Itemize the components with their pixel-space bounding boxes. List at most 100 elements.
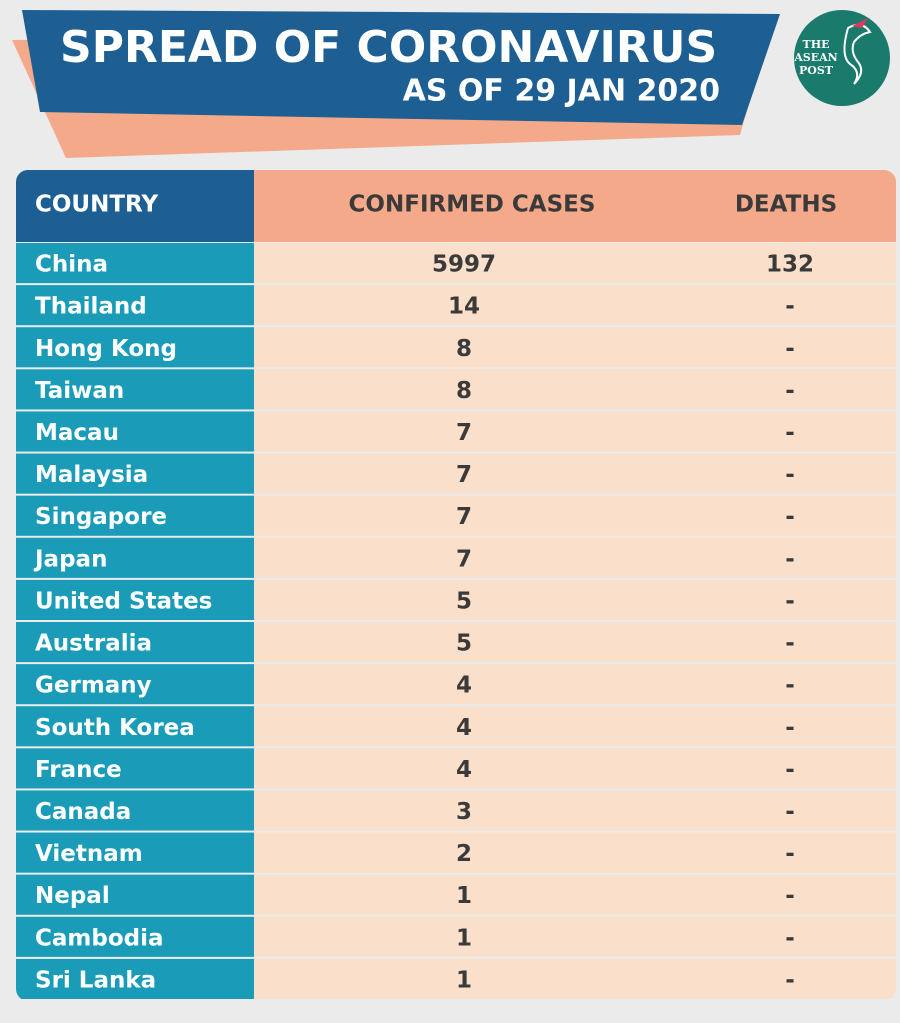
deaths: - [785, 673, 795, 699]
deaths: 132 [766, 252, 814, 278]
confirmed-cases: 5997 [432, 252, 496, 278]
deaths: - [785, 504, 795, 530]
data-cell [254, 622, 896, 663]
column-header: COUNTRY [35, 192, 158, 218]
confirmed-cases: 4 [456, 673, 472, 699]
country-cell [16, 369, 254, 410]
header-cell [16, 170, 254, 242]
country-cell [16, 285, 254, 326]
country-cell [16, 537, 254, 578]
confirmed-cases: 1 [456, 883, 472, 909]
deaths: - [785, 883, 795, 909]
country-name: United States [35, 588, 212, 614]
country-cell [16, 579, 254, 620]
confirmed-cases: 5 [456, 588, 472, 614]
logo-text: ASEAN [793, 51, 837, 64]
country-cell [16, 664, 254, 705]
deaths: - [785, 925, 795, 951]
data-cell [254, 790, 896, 831]
country-name: Canada [35, 799, 131, 825]
confirmed-cases: 1 [456, 925, 472, 951]
country-name: Macau [35, 420, 119, 446]
confirmed-cases: 7 [456, 462, 472, 488]
data-cell [254, 495, 896, 536]
deaths: - [785, 420, 795, 446]
confirmed-cases: 1 [456, 967, 472, 993]
country-name: Japan [33, 546, 107, 572]
confirmed-cases: 7 [456, 420, 472, 446]
column-header: DEATHS [735, 192, 837, 218]
logo-text: THE [803, 38, 830, 51]
data-cell [254, 579, 896, 620]
logo-accent [852, 18, 868, 28]
data-cell [254, 958, 896, 999]
country-cell [16, 832, 254, 873]
data-cell [254, 243, 896, 284]
country-name: Nepal [35, 883, 110, 909]
column-header: CONFIRMED CASES [349, 192, 596, 218]
data-cell [254, 706, 896, 747]
country-cell [16, 748, 254, 789]
country-cell [16, 874, 254, 915]
country-cell [16, 411, 254, 452]
logo-bird [843, 23, 872, 85]
title: SPREAD OF CORONAVIRUS [60, 22, 717, 73]
data-cell [254, 285, 896, 326]
country-cell [16, 495, 254, 536]
country-cell [16, 706, 254, 747]
confirmed-cases: 8 [456, 336, 472, 362]
country-name: Cambodia [35, 925, 164, 951]
deaths: - [785, 378, 795, 404]
data-cell [254, 832, 896, 873]
confirmed-cases: 7 [456, 504, 472, 530]
country-name: South Korea [35, 715, 195, 741]
deaths: - [785, 462, 795, 488]
country-name: Sri Lanka [35, 967, 156, 993]
deaths: - [785, 799, 795, 825]
country-name: Germany [35, 673, 152, 699]
deaths: - [785, 841, 795, 867]
deaths: - [785, 546, 795, 572]
country-name: Taiwan [35, 378, 124, 404]
subtitle: AS OF 29 JAN 2020 [403, 74, 720, 109]
country-cell [16, 790, 254, 831]
data-cell [254, 664, 896, 705]
table: COUNTRY CONFIRMED CASES DEATHS China 5997… [16, 170, 896, 999]
country-cell [16, 916, 254, 957]
data-cell [254, 748, 896, 789]
country-name: Malaysia [35, 462, 148, 488]
data-cell [254, 916, 896, 957]
confirmed-cases: 7 [456, 546, 472, 572]
deaths: - [785, 336, 795, 362]
country-name: Singapore [35, 504, 167, 530]
country-name: Thailand [35, 294, 147, 320]
country-name: Hong Kong [35, 336, 177, 362]
data-cell [254, 369, 896, 410]
deaths: - [785, 715, 795, 741]
confirmed-cases: 5 [456, 631, 472, 657]
logo-text: POST [799, 64, 834, 77]
deaths: - [785, 757, 795, 783]
country-cell [16, 453, 254, 494]
confirmed-cases: 14 [448, 294, 480, 320]
country-cell [16, 958, 254, 999]
deaths: - [785, 967, 795, 993]
country-name: China [35, 252, 108, 278]
header-cell [254, 170, 896, 242]
country-name: France [35, 757, 122, 783]
country-name: Australia [35, 631, 152, 657]
confirmed-cases: 3 [456, 799, 472, 825]
country-name: Vietnam [35, 841, 143, 867]
deaths: - [785, 588, 795, 614]
confirmed-cases: 2 [456, 841, 472, 867]
data-cell [254, 411, 896, 452]
data-cell [254, 453, 896, 494]
confirmed-cases: 8 [456, 378, 472, 404]
country-cell [16, 622, 254, 663]
banner [22, 10, 780, 125]
country-cell [16, 243, 254, 284]
data-cell [254, 874, 896, 915]
deaths: - [785, 294, 795, 320]
confirmed-cases: 4 [456, 715, 472, 741]
